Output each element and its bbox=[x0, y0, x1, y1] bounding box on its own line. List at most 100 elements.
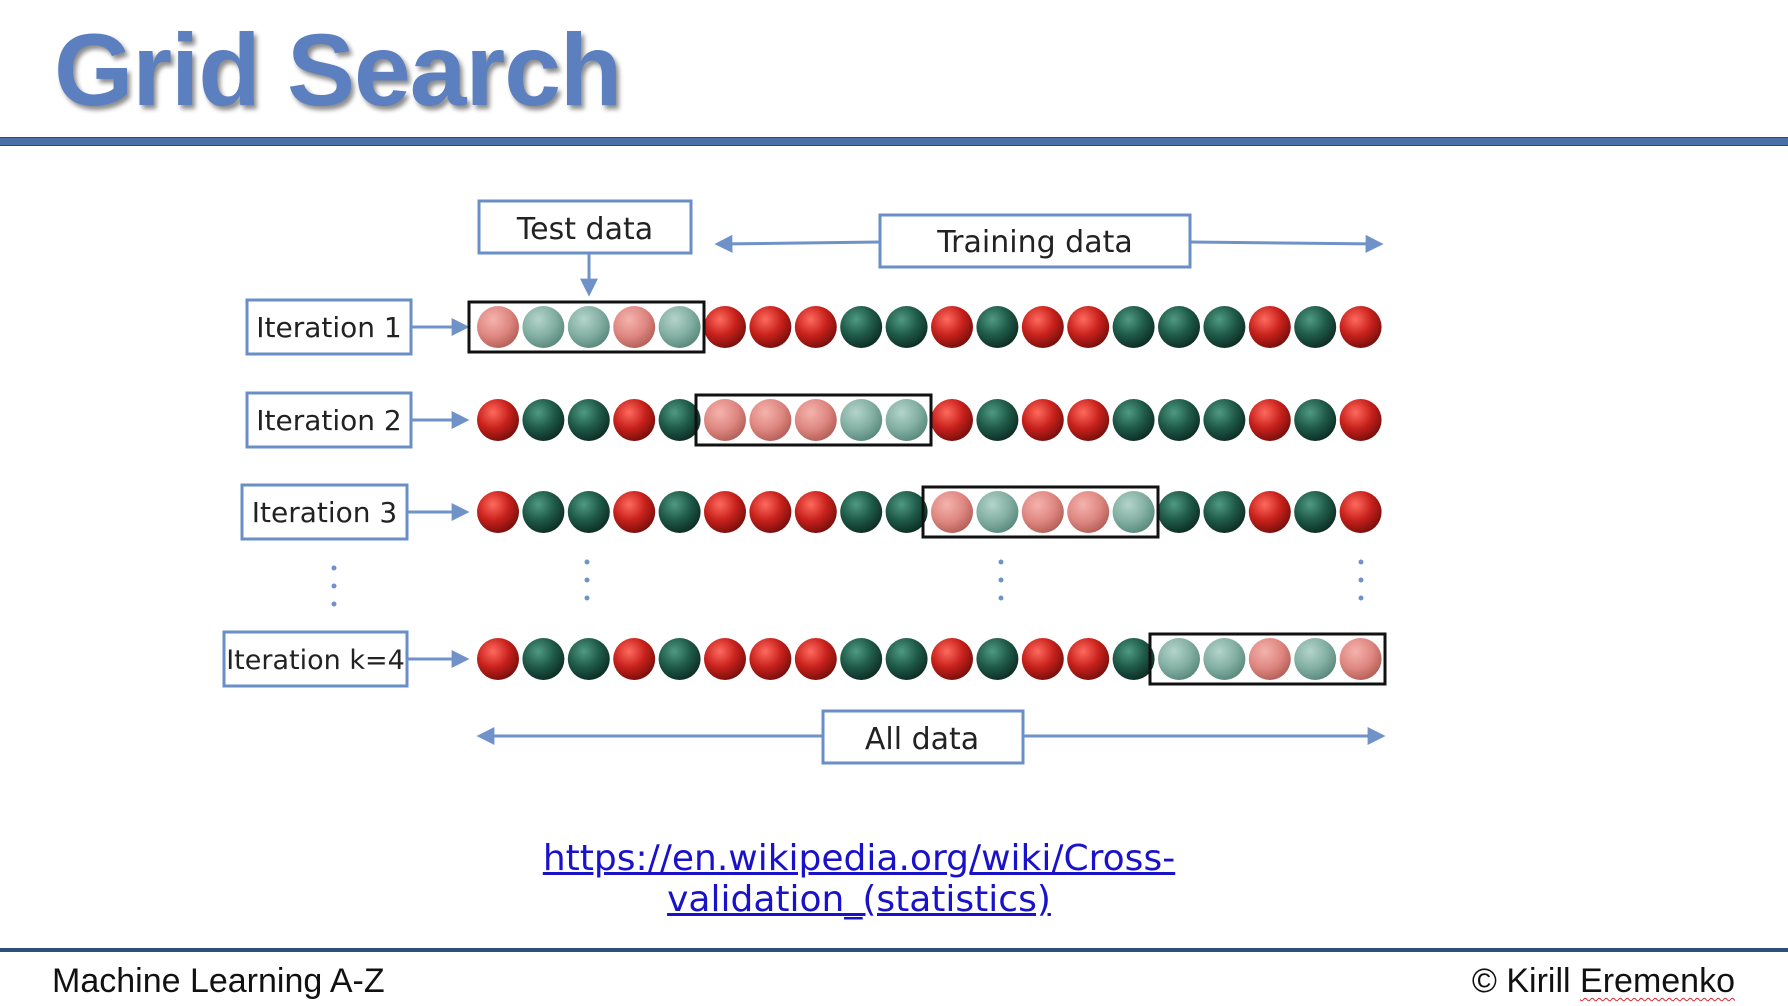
test-data-point bbox=[658, 306, 701, 348]
training-data-point bbox=[931, 306, 973, 348]
title-divider bbox=[0, 137, 1788, 146]
iteration-label-box bbox=[240, 483, 409, 541]
iteration-label: Iteration 1 bbox=[256, 311, 401, 344]
course-name: Machine Learning A-Z bbox=[52, 962, 385, 1000]
iteration-row: Iteration k=4 bbox=[222, 630, 1387, 688]
test-data-point bbox=[1158, 638, 1200, 680]
training-data-point bbox=[931, 638, 973, 680]
training-data-point bbox=[522, 399, 565, 441]
training-data-point bbox=[1158, 491, 1200, 533]
training-data-point bbox=[1067, 638, 1110, 680]
test-data-point bbox=[1112, 491, 1155, 533]
test-data-point bbox=[794, 399, 837, 441]
training-data-point bbox=[1158, 306, 1200, 348]
training-data-point bbox=[1248, 306, 1291, 348]
training-data-point bbox=[885, 306, 928, 348]
training-data-point bbox=[794, 306, 837, 348]
iteration-label: Iteration 3 bbox=[252, 496, 397, 529]
training-data-point bbox=[704, 491, 746, 533]
training-arrow-left bbox=[714, 234, 881, 253]
iteration-label: Iteration 2 bbox=[256, 404, 401, 437]
training-data-point bbox=[1294, 306, 1337, 348]
training-data-point bbox=[794, 491, 837, 533]
training-data-point bbox=[1021, 306, 1064, 348]
test-fold-box bbox=[921, 485, 1160, 539]
test-data-point bbox=[1339, 638, 1382, 680]
iteration-label: Iteration k=4 bbox=[226, 645, 405, 676]
training-data-point bbox=[749, 306, 792, 348]
training-data-point bbox=[522, 491, 565, 533]
test-data-point bbox=[976, 491, 1019, 533]
training-data-point bbox=[840, 306, 883, 348]
iteration-label-box bbox=[222, 630, 409, 688]
training-data-point bbox=[1294, 399, 1337, 441]
iteration-row: Iteration 2 bbox=[245, 391, 1382, 449]
test-fold-box bbox=[1148, 632, 1387, 686]
training-data-point bbox=[1339, 491, 1382, 533]
test-data-point bbox=[567, 306, 610, 348]
test-data-point bbox=[885, 399, 928, 441]
training-data-point bbox=[1067, 306, 1110, 348]
training-data-point bbox=[1203, 306, 1246, 348]
training-data-point bbox=[794, 638, 837, 680]
test-data-point bbox=[1294, 638, 1337, 680]
training-data-point bbox=[1248, 399, 1291, 441]
training-data-point bbox=[1203, 399, 1246, 441]
training-data-label: Training data bbox=[936, 225, 1132, 260]
training-data-point bbox=[1248, 491, 1291, 533]
training-data-point bbox=[976, 306, 1019, 348]
training-data-point bbox=[840, 491, 883, 533]
test-data-box bbox=[477, 199, 693, 255]
test-data-point bbox=[840, 399, 883, 441]
test-data-label: Test data bbox=[516, 212, 653, 247]
test-data-point bbox=[1021, 491, 1064, 533]
training-data-point bbox=[976, 399, 1019, 441]
training-data-point bbox=[976, 638, 1019, 680]
slide-title: Grid Search bbox=[54, 13, 622, 127]
footer-divider bbox=[0, 948, 1788, 952]
training-data-point bbox=[704, 306, 746, 348]
training-arrow-right bbox=[1189, 234, 1384, 253]
training-data-point bbox=[1112, 306, 1155, 348]
training-data-point bbox=[1339, 306, 1382, 348]
training-data-point bbox=[1339, 399, 1382, 441]
training-data-point bbox=[567, 491, 610, 533]
all-data-box bbox=[821, 709, 1025, 765]
all-data-label: All data bbox=[865, 722, 979, 757]
training-data-point bbox=[1067, 399, 1110, 441]
training-data-point bbox=[567, 638, 610, 680]
test-data-point bbox=[1203, 638, 1246, 680]
training-data-point bbox=[1203, 491, 1246, 533]
training-data-point bbox=[1112, 638, 1155, 680]
training-data-point bbox=[1158, 399, 1200, 441]
test-data-point bbox=[749, 399, 792, 441]
training-data-point bbox=[522, 638, 565, 680]
wikipedia-link[interactable]: https://en.wikipedia.org/wiki/Cross-vali… bbox=[542, 838, 1176, 920]
test-data-point bbox=[1248, 638, 1291, 680]
copyright-prefix: © Kirill bbox=[1471, 962, 1581, 1000]
training-data-point bbox=[749, 491, 792, 533]
test-fold-box bbox=[467, 300, 706, 354]
copyright-notice: © Kirill Eremenko bbox=[1472, 962, 1735, 1001]
author-surname: Eremenko bbox=[1580, 962, 1735, 1000]
test-fold-box bbox=[694, 393, 933, 447]
training-data-point bbox=[477, 638, 519, 680]
training-data-point bbox=[658, 491, 701, 533]
training-data-point bbox=[658, 399, 701, 441]
training-data-point bbox=[885, 638, 928, 680]
training-data-point bbox=[613, 638, 656, 680]
training-data-point bbox=[567, 399, 610, 441]
test-data-point bbox=[613, 306, 656, 348]
test-data-point bbox=[704, 399, 746, 441]
training-data-point bbox=[658, 638, 701, 680]
iteration-row: Iteration 3 bbox=[240, 483, 1382, 541]
training-data-point bbox=[1021, 638, 1064, 680]
training-data-point bbox=[840, 638, 883, 680]
test-data-point bbox=[522, 306, 565, 348]
training-data-point bbox=[1294, 491, 1337, 533]
iteration-row: Iteration 1 bbox=[245, 298, 1382, 356]
ellipsis-row bbox=[331, 559, 1364, 607]
training-data-point bbox=[749, 638, 792, 680]
training-data-point bbox=[1021, 399, 1064, 441]
